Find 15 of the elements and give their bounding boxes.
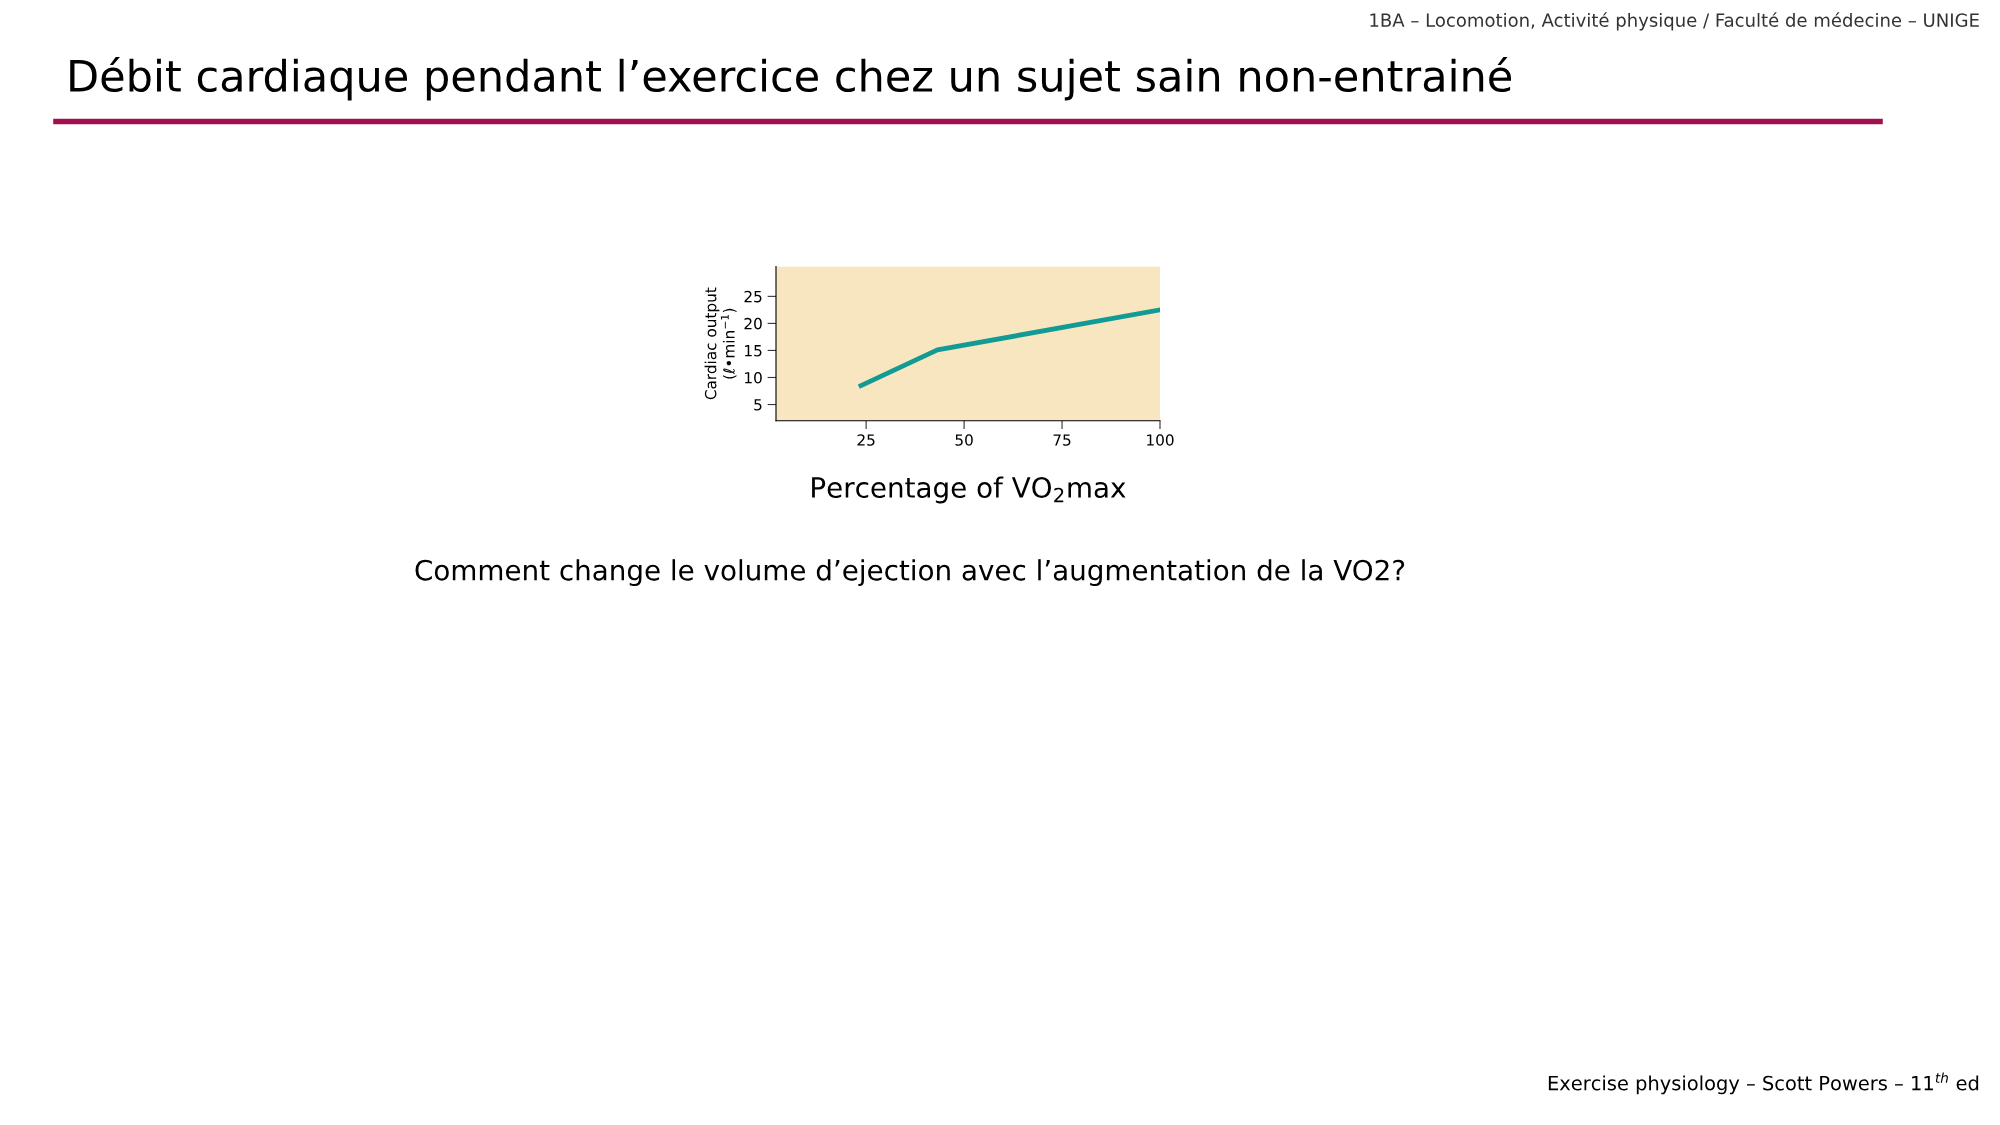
x-tick-label: 100 [1147, 434, 1174, 446]
y-axis-title: Cardiac output (ℓ•min$^{−1}$) [704, 287, 737, 400]
text: Comment change le volume d’ejection avec l’augmentation de la VO2? [415, 559, 1405, 587]
y-tick-label: 10 [745, 371, 762, 384]
x-tick-label: 25 [857, 434, 875, 446]
text: 1BA – Locomotion, Activité physique / Faculté de médecine – UNIGE [1370, 12, 1979, 31]
y-tick-label: 5 [754, 399, 762, 411]
text: Exercise physiology – Scott Powers – 11$^{th}$ ed [1548, 1072, 1979, 1095]
y-tick-label: 20 [744, 317, 762, 330]
y-tick-label: 15 [745, 345, 762, 357]
chart-title: Débit cardiaque pendant l’exercice chez un sujet sain non-entrainé [70, 57, 1512, 101]
y-tick-label: 25 [744, 290, 762, 303]
x-tick-label: 75 [1053, 434, 1071, 446]
x-tick-label: 50 [955, 434, 973, 446]
x-axis-title: Percentage of VO$_{2}$max [812, 476, 1126, 504]
